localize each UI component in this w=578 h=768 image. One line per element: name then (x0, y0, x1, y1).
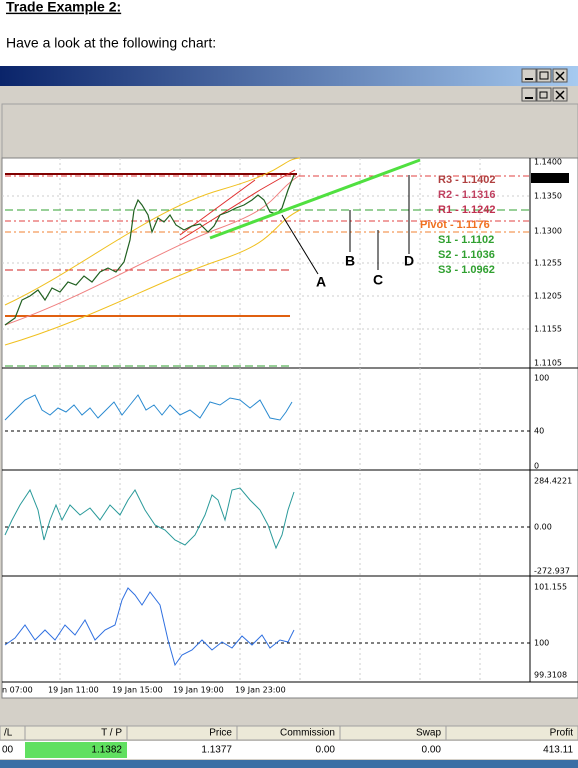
price-label: 1.1400 (534, 158, 562, 167)
indicator-label: 40 (534, 427, 544, 436)
indicator-label: 101.155 (534, 583, 567, 592)
band-upper (4, 157, 301, 306)
time-label: n 07:00 (2, 686, 33, 695)
price-label: 1.1255 (534, 259, 562, 268)
band-mid (4, 174, 301, 326)
indicator-label: 0 (534, 462, 539, 471)
table-cell: 0.00 (316, 745, 336, 756)
pivot-label: R2 - 1.1316 (438, 189, 495, 201)
indicator-label: -272.937 (534, 567, 570, 576)
price-label: 1.1205 (534, 292, 562, 301)
price-label: 1.1300 (534, 227, 562, 236)
toolbar-area (1, 103, 578, 159)
table-header: T / P (101, 728, 122, 739)
indicator-label: 284.4221 (534, 477, 572, 486)
table-header (0, 725, 578, 741)
tp-cell (25, 742, 127, 758)
trend-line (209, 158, 421, 240)
annotation-lines (281, 175, 410, 275)
scrollbar (0, 700, 578, 724)
pivot-label: R1 - 1.1242 (438, 204, 495, 216)
pivot-label: S1 - 1.1102 (438, 234, 494, 246)
indicator-3 (4, 587, 295, 667)
chart-area (1, 157, 578, 699)
table-header: Profit (550, 728, 574, 739)
indicator-label: 0.00 (534, 523, 552, 532)
grid (2, 158, 530, 682)
status-bar (0, 760, 578, 768)
table-cell: 1.1377 (201, 745, 232, 756)
price-label: 1.1350 (534, 192, 562, 201)
pivot-label: S2 - 1.1036 (438, 249, 495, 261)
intro: Have a look at the following chart: (6, 35, 216, 51)
indicator-2 (4, 487, 295, 550)
table-header: Commission (280, 728, 335, 739)
table-row (0, 741, 578, 759)
indicator-label: 99.3108 (534, 671, 567, 680)
pivot-label: S3 - 1.0962 (438, 264, 495, 276)
annotation: A (316, 274, 326, 290)
band-lower (4, 209, 301, 346)
table-header: Swap (416, 728, 441, 739)
annotation: B (345, 253, 355, 269)
annotation: C (373, 272, 383, 288)
panel-borders (2, 158, 578, 683)
time-label: 19 Jan 19:00 (173, 686, 224, 695)
window-buttons[interactable] (521, 68, 568, 102)
table-dividers (24, 726, 447, 740)
price-label: 1.1105 (534, 359, 562, 368)
pivot-label: Pivot - 1.1176 (420, 219, 490, 231)
channel (179, 169, 296, 241)
title-bar (0, 66, 578, 86)
title: Trade Example 2: (6, 0, 121, 15)
time-label: 19 Jan 15:00 (112, 686, 163, 695)
table-cell: 413.11 (543, 745, 573, 756)
price-line (4, 174, 295, 326)
current-price-box (531, 173, 569, 183)
indicator-label: 100 (534, 639, 549, 648)
time-label: 19 Jan 23:00 (235, 686, 286, 695)
table-cell: 1.1382 (91, 745, 122, 756)
table-header: /L (4, 728, 13, 739)
table-header: Price (209, 728, 232, 739)
table-cell: 0.00 (422, 745, 442, 756)
current-price: 1.1377 (534, 174, 562, 183)
table-cell: 00 (2, 745, 14, 756)
price-label: 1.1155 (534, 325, 562, 334)
time-label: 19 Jan 11:00 (48, 686, 99, 695)
annotation: D (404, 253, 414, 269)
indicator-1 (4, 394, 293, 421)
pivot-label: R3 - 1.1402 (438, 174, 495, 186)
indicator-label: 100 (534, 374, 549, 383)
